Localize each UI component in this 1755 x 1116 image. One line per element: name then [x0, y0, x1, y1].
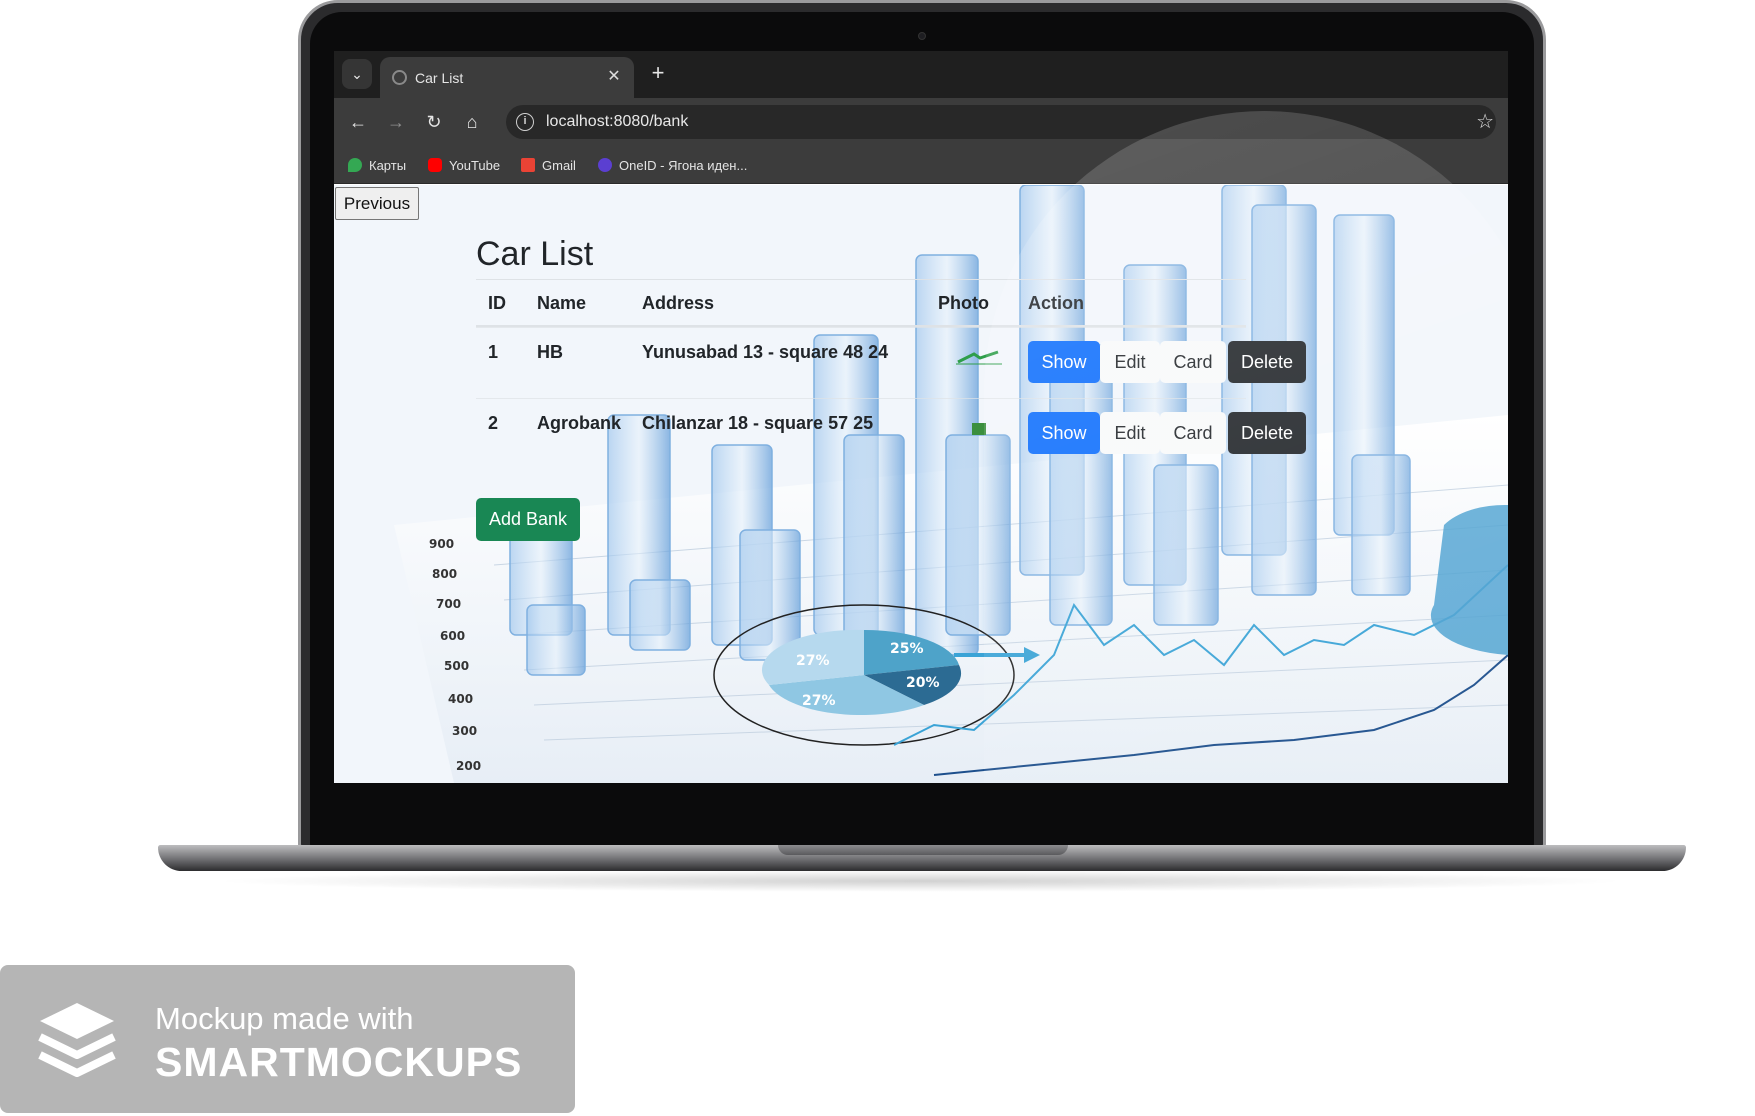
page-viewport: 900 800 700 600 500 400 300 200 [334, 185, 1508, 783]
pie-label: 25% [890, 641, 924, 657]
show-button[interactable]: Show [1028, 341, 1100, 383]
back-arrow-icon[interactable]: ← [349, 112, 367, 132]
y-tick: 800 [432, 567, 457, 581]
cell-id: 2 [488, 413, 499, 433]
cell-name: HB [537, 342, 563, 362]
delete-button[interactable]: Delete [1228, 341, 1306, 383]
reload-icon[interactable]: ↻ [426, 112, 442, 132]
url-text: localhost:8080/bank [546, 113, 689, 130]
cell-address: Chilanzar 18 - square 57 25 [642, 413, 874, 433]
bookmarks-bar: Карты YouTube Gmail OneID - Ягона иден..… [334, 146, 1508, 184]
youtube-icon [428, 158, 442, 172]
tab-title: Car List [415, 70, 464, 86]
bookmark-star-icon[interactable]: ☆ [1476, 111, 1494, 133]
camera-icon [918, 32, 926, 40]
gmail-icon [521, 158, 535, 172]
bookmark-gmail[interactable]: Gmail [521, 156, 576, 174]
edit-button[interactable]: Edit [1100, 412, 1160, 454]
close-icon[interactable]: ✕ [607, 68, 621, 85]
laptop-screen: ⌄ Car List ✕ + ← → ↻ ⌂ i localhost:8080/… [334, 51, 1508, 783]
tab-search-button[interactable]: ⌄ [342, 59, 372, 89]
bookmark-label: Gmail [542, 157, 576, 173]
layers-stack-icon [38, 1003, 116, 1077]
y-tick: 700 [436, 597, 461, 611]
add-bank-button[interactable]: Add Bank [476, 498, 580, 541]
column-header-address: Address [642, 293, 715, 313]
site-info-icon[interactable]: i [516, 113, 534, 131]
table-header: ID Name Address Photo Action [476, 279, 1246, 327]
oneid-icon [598, 158, 612, 172]
cell-address: Yunusabad 13 - square 48 24 [642, 342, 889, 362]
browser-tab-bar: ⌄ Car List ✕ + [334, 51, 1508, 98]
bank-logo-image [956, 350, 1002, 365]
pie-label: 27% [802, 693, 836, 709]
column-header-id: ID [488, 293, 506, 313]
watermark-brand: SMARTMOCKUPS [155, 1039, 523, 1085]
laptop-shadow [210, 870, 1630, 892]
y-tick: 200 [456, 759, 481, 773]
bank-logo-image [972, 423, 986, 435]
column-header-photo: Photo [938, 293, 989, 313]
bookmark-label: Карты [369, 157, 407, 173]
forward-arrow-icon[interactable]: → [387, 112, 405, 132]
browser-tab[interactable]: Car List ✕ [380, 57, 634, 98]
smartmockups-watermark: Mockup made with SMARTMOCKUPS [0, 965, 575, 1113]
y-tick: 300 [452, 724, 477, 738]
background-chart-image: 900 800 700 600 500 400 300 200 [394, 185, 1508, 783]
laptop-notch [778, 845, 1068, 855]
pie-label: 20% [906, 675, 940, 691]
card-button[interactable]: Card [1160, 341, 1226, 383]
bookmark-label: YouTube [449, 157, 501, 173]
bookmark-maps[interactable]: Карты [348, 156, 406, 174]
column-header-name: Name [537, 293, 587, 313]
bookmark-label: OneID - Ягона иден... [619, 157, 748, 173]
browser-toolbar: ← → ↻ ⌂ i localhost:8080/bank ☆ [334, 98, 1508, 146]
column-header-action: Action [1028, 293, 1084, 313]
home-icon[interactable]: ⌂ [466, 112, 478, 132]
globe-icon [392, 70, 407, 85]
page-title: Car List [476, 235, 594, 273]
y-tick: 900 [429, 537, 454, 551]
table-row: 2 Agrobank Chilanzar 18 - square 57 25 S… [476, 398, 1306, 469]
previous-button[interactable]: Previous [335, 187, 419, 220]
edit-button[interactable]: Edit [1100, 341, 1160, 383]
delete-button[interactable]: Delete [1228, 412, 1306, 454]
bank-table: ID Name Address Photo Action 1 HB Yunusa… [476, 279, 1306, 469]
new-tab-button[interactable]: + [651, 60, 665, 85]
address-bar[interactable]: i localhost:8080/bank ☆ [506, 105, 1496, 139]
show-button[interactable]: Show [1028, 412, 1100, 454]
bookmark-youtube[interactable]: YouTube [428, 156, 500, 174]
table-row: 1 HB Yunusabad 13 - square 48 24 Show Ed… [476, 327, 1306, 398]
y-tick: 600 [440, 629, 465, 643]
y-tick: 400 [448, 692, 473, 706]
bookmark-oneid[interactable]: OneID - Ягона иден... [598, 156, 747, 174]
pie-label: 27% [796, 653, 830, 669]
cell-id: 1 [488, 342, 499, 362]
cell-name: Agrobank [537, 413, 622, 433]
watermark-caption: Mockup made with [155, 1001, 414, 1036]
card-button[interactable]: Card [1160, 412, 1226, 454]
y-tick: 500 [444, 659, 469, 673]
maps-pin-icon [348, 158, 362, 172]
